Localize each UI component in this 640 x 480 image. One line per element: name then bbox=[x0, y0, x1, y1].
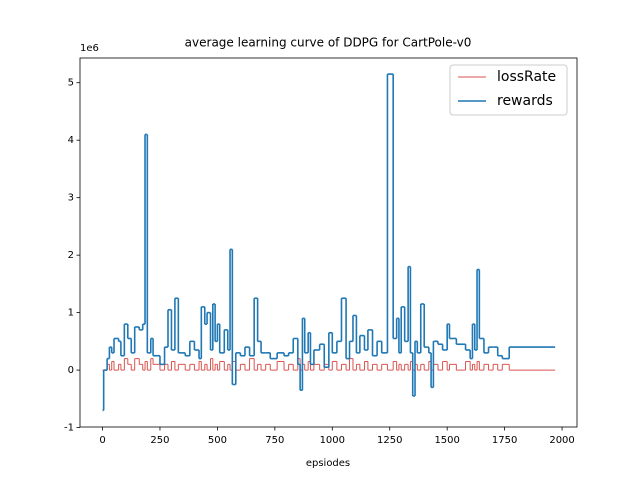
x-tick-label: 1000 bbox=[320, 435, 345, 446]
x-tick-label: 250 bbox=[150, 435, 169, 446]
x-tick-label: 0 bbox=[99, 435, 105, 446]
legend-label: lossRate bbox=[497, 69, 556, 85]
x-tick-label: 1500 bbox=[434, 435, 459, 446]
x-tick-label: 750 bbox=[265, 435, 284, 446]
x-tick-label: 1250 bbox=[377, 435, 402, 446]
axes-frame bbox=[79, 57, 578, 428]
y-offset-label: 1e6 bbox=[80, 43, 99, 54]
x-tick-label: 2000 bbox=[549, 435, 574, 446]
y-tick-label: 4 bbox=[68, 135, 74, 146]
y-tick-label: 2 bbox=[68, 250, 74, 261]
x-axis-label: epsiodes bbox=[306, 458, 350, 469]
y-tick-label: -1 bbox=[64, 423, 74, 434]
y-tick-label: 3 bbox=[68, 193, 74, 204]
series-line bbox=[102, 73, 556, 412]
y-tick-label: 1 bbox=[68, 308, 74, 319]
legend-label: rewards bbox=[497, 93, 553, 109]
x-tick-label: 500 bbox=[208, 435, 227, 446]
y-tick-label: 0 bbox=[68, 365, 74, 376]
chart-title: average learning curve of DDPG for CartP… bbox=[185, 36, 472, 50]
y-tick-label: 5 bbox=[68, 78, 74, 89]
x-tick-label: 1750 bbox=[492, 435, 517, 446]
